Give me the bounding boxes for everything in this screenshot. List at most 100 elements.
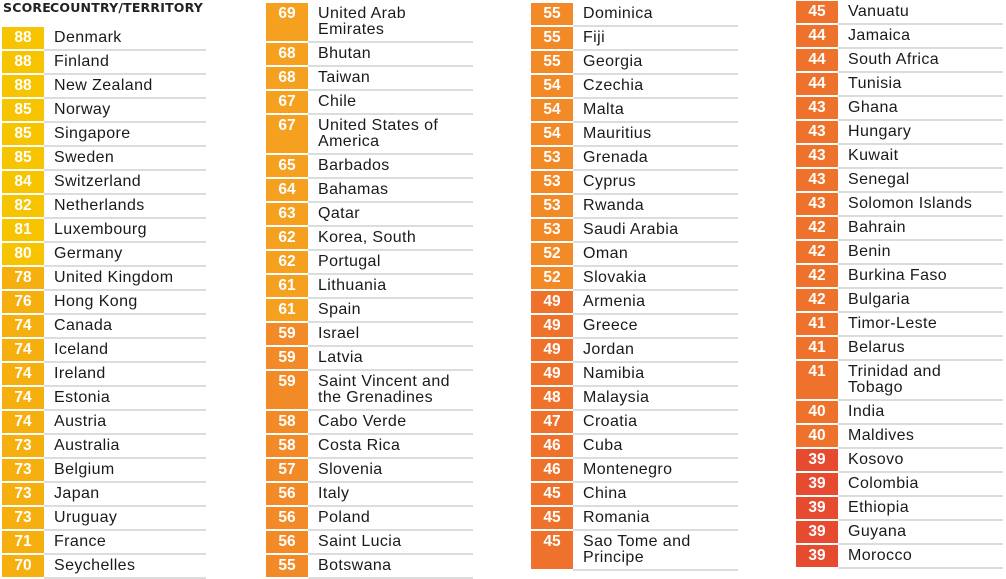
- score-cell: 53: [531, 147, 573, 169]
- table-row: 76 Hong Kong: [2, 291, 206, 315]
- score-cell: 44: [796, 25, 838, 47]
- score-cell: 74: [2, 387, 44, 409]
- table-row: 42 Burkina Faso: [796, 265, 1003, 289]
- score-cell: 74: [2, 315, 44, 337]
- country-cell: South Africa: [838, 49, 1003, 73]
- country-cell: Saint Lucia: [308, 531, 473, 555]
- table-row: 69 United Arab Emirates: [266, 3, 473, 43]
- score-cell: 54: [531, 123, 573, 145]
- table-row: 56 Italy: [266, 483, 473, 507]
- table-row: 42 Bahrain: [796, 217, 1003, 241]
- table-row: 47 Croatia: [531, 411, 738, 435]
- table-row: 74 Canada: [2, 315, 206, 339]
- score-cell: 68: [266, 67, 308, 89]
- country-header: COUNTRY/TERRITORY: [50, 0, 204, 15]
- table-row: 56 Poland: [266, 507, 473, 531]
- country-cell: Maldives: [838, 425, 1003, 449]
- table-row: 55 Botswana: [266, 555, 473, 579]
- score-cell: 65: [266, 155, 308, 177]
- country-cell: Senegal: [838, 169, 1003, 193]
- score-cell: 44: [796, 73, 838, 95]
- score-cell: 53: [531, 195, 573, 217]
- score-cell: 84: [2, 171, 44, 193]
- country-cell: Timor-Leste: [838, 313, 1003, 337]
- score-cell: 55: [266, 555, 308, 577]
- score-cell: 45: [796, 1, 838, 23]
- country-cell: Malta: [573, 99, 738, 123]
- country-cell: Cabo Verde: [308, 411, 473, 435]
- country-cell: Burkina Faso: [838, 265, 1003, 289]
- table-row: 49 Jordan: [531, 339, 738, 363]
- score-cell: 43: [796, 193, 838, 215]
- table-row: 85 Sweden: [2, 147, 206, 171]
- country-cell: Portugal: [308, 251, 473, 275]
- country-cell: Belarus: [838, 337, 1003, 361]
- country-cell: Iceland: [44, 339, 206, 363]
- table-row: 80 Germany: [2, 243, 206, 267]
- table-row: 59 Latvia: [266, 347, 473, 371]
- score-cell: 46: [531, 459, 573, 481]
- table-row: 58 Cabo Verde: [266, 411, 473, 435]
- table-row: 68 Bhutan: [266, 43, 473, 67]
- table-row: 82 Netherlands: [2, 195, 206, 219]
- country-cell: Seychelles: [44, 555, 206, 579]
- country-cell: Romania: [573, 507, 738, 531]
- country-cell: Georgia: [573, 51, 738, 75]
- table-row: 65 Barbados: [266, 155, 473, 179]
- score-cell: 41: [796, 313, 838, 335]
- table-row: 63 Qatar: [266, 203, 473, 227]
- table-row: 67 Chile: [266, 91, 473, 115]
- table-row: 74 Ireland: [2, 363, 206, 387]
- score-cell: 73: [2, 459, 44, 481]
- score-cell: 73: [2, 435, 44, 457]
- table-row: 58 Costa Rica: [266, 435, 473, 459]
- score-cell: 85: [2, 147, 44, 169]
- table-row: 73 Belgium: [2, 459, 206, 483]
- country-cell: Kosovo: [838, 449, 1003, 473]
- score-cell: 56: [266, 483, 308, 505]
- table-row: 88 Denmark: [2, 27, 206, 51]
- table-row: 44 South Africa: [796, 49, 1003, 73]
- country-cell: New Zealand: [44, 75, 206, 99]
- score-cell: 71: [2, 531, 44, 553]
- country-cell: Qatar: [308, 203, 473, 227]
- country-cell: Japan: [44, 483, 206, 507]
- table-row: 39 Ethiopia: [796, 497, 1003, 521]
- table-row: 57 Slovenia: [266, 459, 473, 483]
- country-cell: Tunisia: [838, 73, 1003, 97]
- score-cell: 49: [531, 315, 573, 337]
- country-cell: Israel: [308, 323, 473, 347]
- score-cell: 58: [266, 411, 308, 433]
- score-cell: 40: [796, 401, 838, 423]
- table-row: 85 Norway: [2, 99, 206, 123]
- table-row: 70 Seychelles: [2, 555, 206, 579]
- table-row: 39 Morocco: [796, 545, 1003, 569]
- table-row: 53 Rwanda: [531, 195, 738, 219]
- score-cell: 85: [2, 123, 44, 145]
- score-cell: 54: [531, 99, 573, 121]
- table-row: 67 United States of America: [266, 115, 473, 155]
- country-cell: Dominica: [573, 3, 738, 27]
- country-cell: Slovenia: [308, 459, 473, 483]
- score-cell: 41: [796, 337, 838, 359]
- country-cell: Denmark: [44, 27, 206, 51]
- score-cell: 70: [2, 555, 44, 577]
- table-row: 55 Georgia: [531, 51, 738, 75]
- table-row: 54 Mauritius: [531, 123, 738, 147]
- score-cell: 74: [2, 411, 44, 433]
- score-cell: 48: [531, 387, 573, 409]
- table-row: 53 Grenada: [531, 147, 738, 171]
- score-cell: 82: [2, 195, 44, 217]
- score-cell: 42: [796, 289, 838, 311]
- score-cell: 52: [531, 267, 573, 289]
- table-row: 84 Switzerland: [2, 171, 206, 195]
- table-row: 49 Namibia: [531, 363, 738, 387]
- country-cell: Jordan: [573, 339, 738, 363]
- table-row: 71 France: [2, 531, 206, 555]
- country-cell: Switzerland: [44, 171, 206, 195]
- score-cell: 59: [266, 371, 308, 409]
- country-cell: Morocco: [838, 545, 1003, 569]
- score-cell: 62: [266, 227, 308, 249]
- country-cell: Namibia: [573, 363, 738, 387]
- table-row: 52 Slovakia: [531, 267, 738, 291]
